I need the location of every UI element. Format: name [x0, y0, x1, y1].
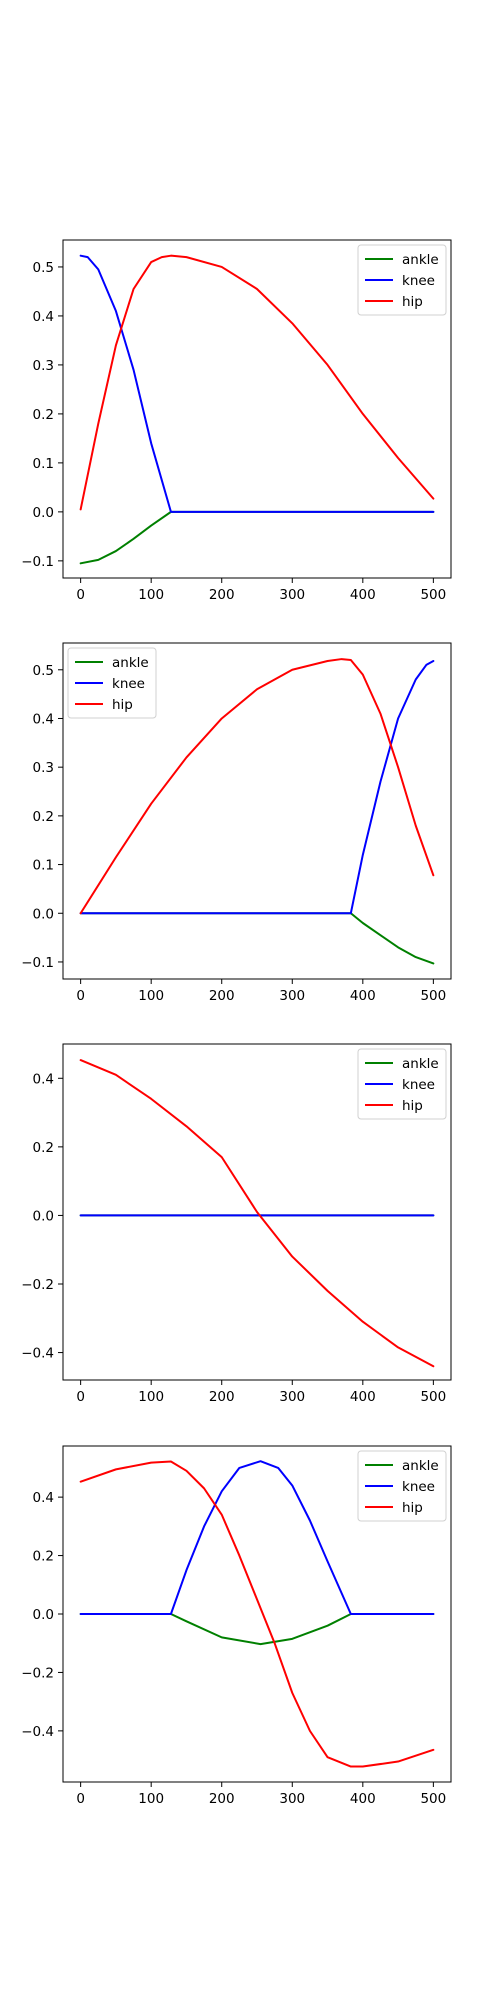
x-tick-label: 300 — [279, 1389, 305, 1405]
series-line-knee — [79, 1460, 435, 1615]
series-lines — [79, 658, 435, 965]
y-tick-label: −0.4 — [21, 1346, 54, 1362]
x-tick-label: 0 — [76, 587, 85, 603]
y-tick-label: −0.2 — [21, 1665, 54, 1681]
y-tick-label: 0.1 — [33, 858, 54, 874]
x-tick-label: 100 — [138, 587, 164, 603]
legend-label-hip: hip — [402, 1098, 423, 1114]
chart-4: 0 100 200 300 400 500 −0.4 −0.2 0.0 0.2 0.4 ankle kn… — [21, 1445, 452, 1807]
legend-label-knee: knee — [112, 676, 145, 692]
legend-label-knee: knee — [402, 273, 435, 289]
x-tick-label: 100 — [138, 1791, 164, 1807]
y-tick-label: 0.3 — [33, 358, 54, 374]
legend: ankle knee hip — [357, 1048, 447, 1120]
legend-label-ankle: ankle — [402, 1458, 439, 1474]
x-tick-label: 400 — [350, 988, 376, 1004]
x-tick-label: 500 — [420, 1389, 446, 1405]
legend-label-ankle: ankle — [112, 655, 149, 671]
legend: ankle knee hip — [357, 244, 447, 316]
legend-box — [67, 647, 157, 719]
x-tick-label: 300 — [279, 988, 305, 1004]
series-line-ankle — [79, 912, 435, 965]
charts: 0 100 200 300 400 500 −0.1 0.0 0.1 0.2 0.3 0.4 0.5 an… — [21, 239, 452, 1807]
series-line-hip — [79, 254, 435, 511]
y-tick-label: 0.4 — [33, 1071, 54, 1087]
series-line-ankle — [79, 510, 435, 565]
chart-1: 0 100 200 300 400 500 −0.1 0.0 0.1 0.2 0.3 0.4 0.5 an… — [21, 239, 452, 603]
series-line-knee — [79, 254, 435, 513]
x-tick-label: 300 — [279, 1791, 305, 1807]
y-tick-label: −0.1 — [21, 955, 54, 971]
x-tick-label: 100 — [138, 1389, 164, 1405]
y-tick-label: 0.4 — [33, 711, 54, 727]
series-line-knee — [79, 660, 435, 915]
x-tick-label: 400 — [350, 1389, 376, 1405]
y-tick-label: 0.5 — [33, 663, 54, 679]
x-tick-label: 0 — [76, 1389, 85, 1405]
series-line-ankle — [79, 1613, 435, 1646]
y-tick-label: −0.1 — [21, 554, 54, 570]
y-tick-label: 0.0 — [33, 906, 54, 922]
y-tick-label: 0.2 — [33, 809, 54, 825]
x-tick-label: 200 — [209, 988, 235, 1004]
legend-label-hip: hip — [402, 294, 423, 310]
series-line-hip — [79, 658, 435, 915]
x-tick-label: 100 — [138, 988, 164, 1004]
y-tick-label: 0.2 — [33, 407, 54, 423]
x-tick-label: 400 — [350, 587, 376, 603]
x-tick-label: 200 — [209, 1389, 235, 1405]
series-lines — [79, 254, 435, 565]
legend-box — [357, 1048, 447, 1120]
y-tick-label: −0.2 — [21, 1277, 54, 1293]
series-line-hip — [79, 1460, 435, 1768]
legend-box — [357, 244, 447, 316]
x-tick-label: 200 — [209, 587, 235, 603]
legend-label-ankle: ankle — [402, 252, 439, 268]
y-tick-label: 0.0 — [33, 1208, 54, 1224]
plot-frame — [62, 1043, 452, 1381]
chart-2: 0 100 200 300 400 500 −0.1 0.0 0.1 0.2 0.3 0.4 0.5 an… — [21, 642, 452, 1004]
legend: ankle knee hip — [357, 1450, 447, 1522]
legend-label-ankle: ankle — [402, 1056, 439, 1072]
x-tick-label: 400 — [350, 1791, 376, 1807]
series-lines — [79, 1460, 435, 1768]
y-tick-label: 0.0 — [33, 505, 54, 521]
legend-label-knee: knee — [402, 1077, 435, 1093]
x-tick-label: 0 — [76, 988, 85, 1004]
series-line-hip — [79, 1059, 435, 1368]
y-tick-label: 0.5 — [33, 260, 54, 276]
plot-frame — [62, 642, 452, 980]
y-tick-label: 0.4 — [33, 309, 54, 325]
legend-label-hip: hip — [402, 1500, 423, 1516]
legend-label-hip: hip — [112, 697, 133, 713]
legend-box — [357, 1450, 447, 1522]
series-lines — [79, 1059, 435, 1368]
x-tick-label: 0 — [76, 1791, 85, 1807]
y-tick-label: −0.4 — [21, 1724, 54, 1740]
y-tick-label: 0.2 — [33, 1549, 54, 1565]
legend: ankle knee hip — [67, 647, 157, 719]
y-tick-label: 0.4 — [33, 1490, 54, 1506]
x-tick-label: 300 — [279, 587, 305, 603]
x-tick-label: 500 — [420, 1791, 446, 1807]
x-tick-label: 200 — [209, 1791, 235, 1807]
plot-frame — [62, 239, 452, 579]
x-tick-label: 500 — [420, 587, 446, 603]
y-tick-label: 0.2 — [33, 1140, 54, 1156]
y-tick-label: 0.0 — [33, 1607, 54, 1623]
y-tick-label: 0.3 — [33, 760, 54, 776]
y-tick-label: 0.1 — [33, 456, 54, 472]
chart-3: 0 100 200 300 400 500 −0.4 −0.2 0.0 0.2 0.4 ankle kn… — [21, 1043, 452, 1405]
legend-label-knee: knee — [402, 1479, 435, 1495]
x-tick-label: 500 — [420, 988, 446, 1004]
